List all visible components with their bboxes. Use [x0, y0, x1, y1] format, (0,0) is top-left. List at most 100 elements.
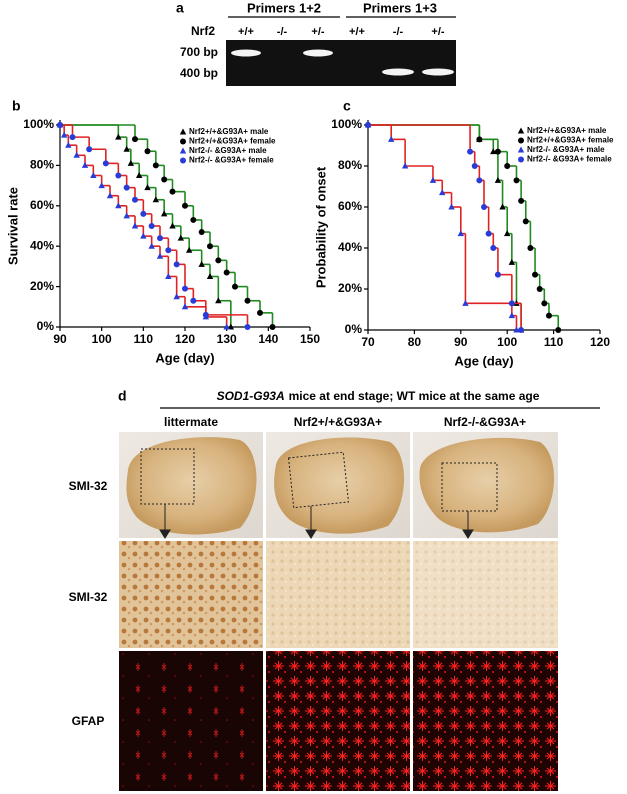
legend-marker [180, 138, 186, 145]
marker [215, 257, 222, 264]
micrograph [119, 541, 263, 648]
marker [152, 162, 159, 169]
marker [152, 196, 160, 203]
marker [508, 312, 516, 319]
marker [485, 230, 492, 237]
gel-band [382, 68, 414, 76]
marker [481, 204, 487, 210]
x-tick-label: 110 [544, 335, 564, 349]
y-axis-label: Survival rate [5, 187, 20, 265]
row-label: GFAP [72, 714, 105, 728]
marker [115, 133, 122, 140]
marker [232, 283, 238, 290]
y-tick-label: 60% [30, 198, 54, 212]
marker [148, 242, 155, 249]
marker [169, 188, 176, 195]
panel-label: c [343, 98, 351, 114]
x-tick-label: 80 [408, 335, 422, 349]
genotype: +/+ [349, 26, 365, 38]
column-header: Nrf2-/-&G93A+ [444, 415, 526, 429]
x-tick-label: 120 [590, 335, 610, 349]
panel-header: SOD1-G93A mice at end stage; WT mice at t… [217, 389, 540, 403]
marker [132, 196, 138, 203]
marker [123, 145, 130, 152]
marker [57, 122, 63, 128]
marker [508, 258, 516, 265]
panel-label: b [12, 98, 21, 114]
marker [65, 141, 72, 148]
marker [504, 230, 511, 237]
marker [513, 177, 520, 184]
marker [144, 148, 151, 155]
marker [123, 184, 130, 191]
marker [173, 293, 180, 300]
y-tick-label: 100% [23, 117, 54, 131]
marker [182, 285, 188, 292]
primer-group: Primers 1+2 [247, 0, 321, 15]
x-tick-label: 110 [134, 332, 154, 346]
marker [202, 311, 209, 318]
legend-label: Nrf2-/- &G93A+ male [527, 145, 605, 154]
marker [173, 261, 180, 268]
marker [131, 222, 139, 229]
marker [448, 203, 455, 210]
x-tick-label: 100 [92, 332, 112, 346]
legend-label: Nrf2-/- &G93A+ female [189, 156, 274, 165]
roi-box [140, 448, 195, 505]
marker [494, 176, 502, 183]
marker [207, 243, 213, 250]
micrograph-row [119, 432, 558, 539]
marker [73, 151, 80, 158]
legend-marker [518, 137, 524, 144]
marker [140, 210, 147, 217]
legend-label: Nrf2+/+&G93A+ male [527, 126, 607, 135]
marker [181, 303, 189, 310]
y-tick-label: 80% [338, 158, 362, 172]
marker [190, 297, 197, 304]
tissue [419, 437, 555, 533]
marker [532, 271, 539, 278]
marker [467, 148, 474, 155]
y-tick-label: 40% [338, 240, 362, 254]
legend-marker [179, 147, 187, 154]
marker [429, 176, 437, 183]
marker [165, 247, 172, 254]
marker [476, 136, 483, 143]
marker [115, 172, 122, 179]
x-tick-label: 150 [300, 332, 320, 346]
marker [123, 212, 130, 219]
row-label: Nrf2 [191, 24, 215, 38]
marker [462, 299, 469, 306]
y-tick-label: 20% [338, 281, 362, 295]
marker [490, 148, 497, 155]
panel-label: a [176, 0, 184, 16]
marker [160, 210, 168, 217]
band-size: 400 bp [180, 66, 218, 80]
gel [226, 40, 456, 86]
marker [527, 245, 534, 251]
marker [198, 260, 205, 267]
micrograph [266, 651, 410, 791]
arrow [159, 504, 171, 539]
panel-label: d [118, 388, 127, 404]
marker [177, 234, 185, 241]
gel-band [231, 49, 261, 57]
marker [182, 202, 188, 209]
x-tick-label: 120 [175, 332, 195, 346]
marker [522, 218, 529, 225]
marker [115, 202, 122, 209]
gel-band [303, 49, 333, 57]
micrograph [413, 651, 558, 791]
micrograph [119, 651, 263, 791]
marker [244, 297, 251, 304]
marker [513, 326, 520, 333]
band-size: 700 bp [180, 45, 218, 59]
marker [490, 245, 497, 251]
roi-box [441, 462, 498, 512]
arrow [462, 511, 474, 539]
legend-label: Nrf2+/+&G93A+ female [189, 137, 276, 146]
marker [365, 122, 371, 128]
x-tick-label: 70 [361, 335, 375, 349]
marker [388, 135, 395, 142]
marker [555, 327, 562, 333]
